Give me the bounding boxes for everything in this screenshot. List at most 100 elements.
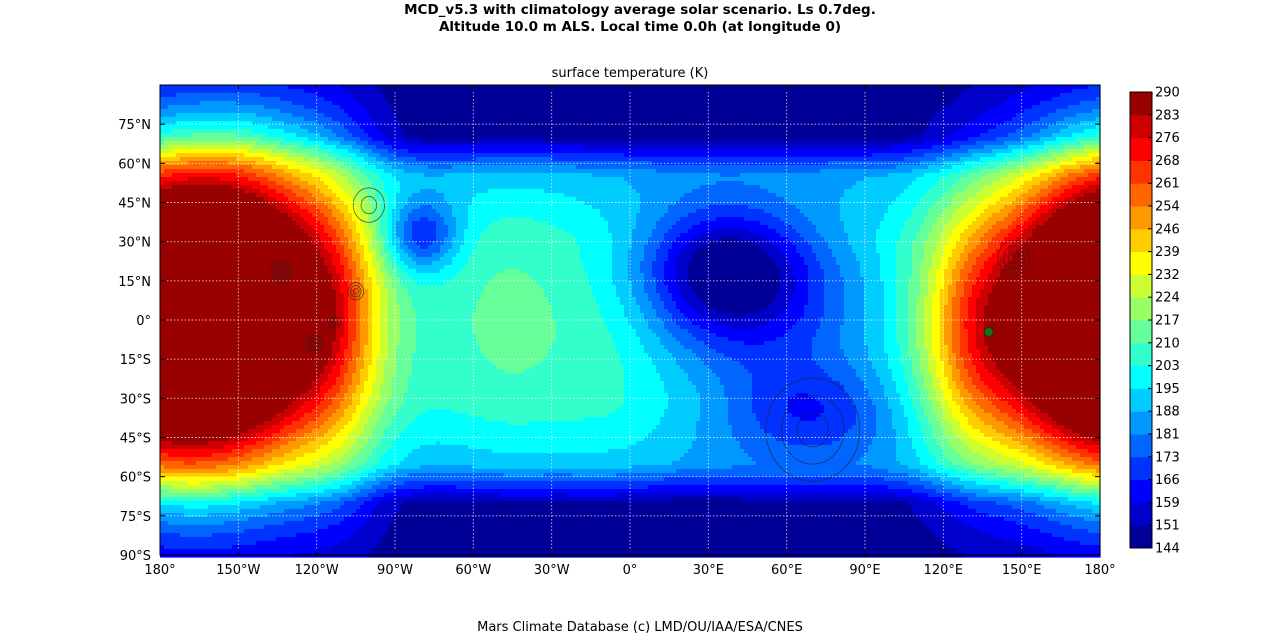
field-cell — [436, 125, 441, 130]
field-cell — [540, 97, 545, 102]
field-cell — [392, 89, 397, 94]
field-cell — [1080, 117, 1085, 122]
field-cell — [380, 157, 385, 162]
field-cell — [288, 117, 293, 122]
field-cell — [648, 101, 653, 106]
field-cell — [844, 165, 849, 170]
field-cell — [832, 113, 837, 118]
field-cell — [844, 109, 849, 114]
field-cell — [584, 121, 589, 126]
field-cell — [372, 149, 377, 154]
field-cell — [1092, 113, 1097, 118]
field-cell — [280, 161, 285, 166]
field-cell — [248, 117, 253, 122]
field-cell — [804, 113, 809, 118]
field-cell — [440, 93, 445, 98]
field-cell — [232, 169, 237, 174]
field-cell — [464, 125, 469, 130]
field-cell — [264, 169, 269, 174]
field-cell — [496, 153, 501, 158]
field-cell — [448, 101, 453, 106]
field-cell — [1088, 165, 1093, 170]
field-cell — [800, 113, 805, 118]
field-cell — [1096, 109, 1101, 114]
field-cell — [288, 109, 293, 114]
field-cell — [600, 117, 605, 122]
field-cell — [992, 129, 997, 134]
field-cell — [396, 105, 401, 110]
field-cell — [596, 157, 601, 162]
field-cell — [364, 101, 369, 106]
field-cell — [548, 145, 553, 150]
field-cell — [912, 161, 917, 166]
field-cell — [576, 145, 581, 150]
field-cell — [492, 141, 497, 146]
field-cell — [952, 137, 957, 142]
field-cell — [1020, 145, 1025, 150]
field-cell — [588, 93, 593, 98]
field-cell — [512, 89, 517, 94]
field-cell — [1068, 121, 1073, 126]
field-cell — [672, 89, 677, 94]
field-cell — [612, 109, 617, 114]
field-cell — [1092, 121, 1097, 126]
field-cell — [320, 97, 325, 102]
field-cell — [968, 85, 973, 90]
field-cell — [388, 97, 393, 102]
field-cell — [528, 153, 533, 158]
field-cell — [416, 125, 421, 130]
field-cell — [924, 145, 929, 150]
field-cell — [552, 153, 557, 158]
field-cell — [520, 129, 525, 134]
field-cell — [400, 121, 405, 126]
field-cell — [832, 153, 837, 158]
field-cell — [572, 113, 577, 118]
field-cell — [400, 153, 405, 158]
field-cell — [844, 157, 849, 162]
field-cell — [1076, 129, 1081, 134]
field-cell — [704, 93, 709, 98]
field-cell — [328, 145, 333, 150]
field-cell — [1096, 93, 1101, 98]
field-cell — [460, 93, 465, 98]
field-cell — [400, 117, 405, 122]
field-cell — [412, 121, 417, 126]
field-cell — [236, 89, 241, 94]
field-cell — [956, 101, 961, 106]
field-cell — [968, 109, 973, 114]
field-cell — [228, 101, 233, 106]
field-cell — [176, 89, 181, 94]
field-cell — [576, 117, 581, 122]
field-cell — [812, 117, 817, 122]
field-cell — [388, 89, 393, 94]
field-cell — [244, 89, 249, 94]
field-cell — [360, 117, 365, 122]
field-cell — [248, 169, 253, 174]
field-cell — [556, 157, 561, 162]
field-cell — [892, 129, 897, 134]
field-cell — [764, 133, 769, 138]
field-cell — [824, 129, 829, 134]
field-cell — [736, 101, 741, 106]
field-cell — [1064, 137, 1069, 142]
field-cell — [764, 129, 769, 134]
field-cell — [808, 97, 813, 102]
field-cell — [736, 125, 741, 130]
field-cell — [436, 129, 441, 134]
field-cell — [528, 125, 533, 130]
field-cell — [920, 85, 925, 90]
field-cell — [552, 121, 557, 126]
field-cell — [936, 145, 941, 150]
field-cell — [320, 89, 325, 94]
field-cell — [1008, 153, 1013, 158]
field-cell — [500, 101, 505, 106]
field-cell — [448, 85, 453, 90]
field-cell — [568, 113, 573, 118]
field-cell — [420, 117, 425, 122]
field-cell — [296, 113, 301, 118]
field-cell — [276, 125, 281, 130]
field-cell — [600, 125, 605, 130]
field-cell — [300, 113, 305, 118]
field-cell — [1056, 93, 1061, 98]
field-cell — [672, 129, 677, 134]
